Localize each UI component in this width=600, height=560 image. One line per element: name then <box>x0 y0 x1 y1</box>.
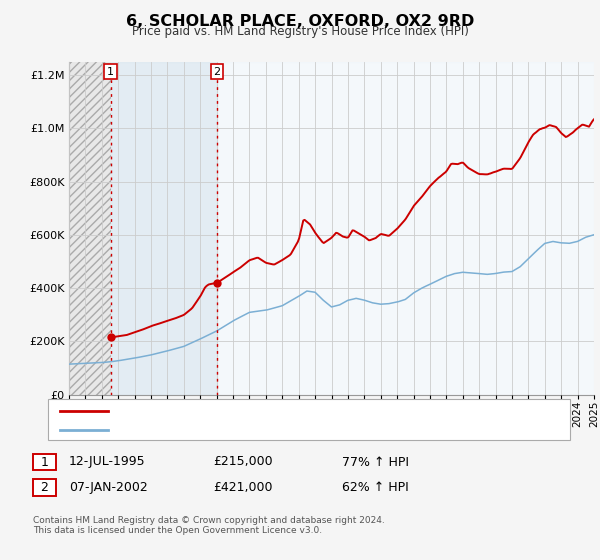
Bar <box>110 62 217 395</box>
Text: 1: 1 <box>107 67 114 77</box>
Text: HPI: Average price, detached house, Vale of White Horse: HPI: Average price, detached house, Vale… <box>117 424 433 435</box>
Text: 1: 1 <box>40 455 49 469</box>
Text: Price paid vs. HM Land Registry's House Price Index (HPI): Price paid vs. HM Land Registry's House … <box>131 25 469 38</box>
Text: This data is licensed under the Open Government Licence v3.0.: This data is licensed under the Open Gov… <box>33 526 322 535</box>
Text: 62% ↑ HPI: 62% ↑ HPI <box>342 480 409 494</box>
Text: Contains HM Land Registry data © Crown copyright and database right 2024.: Contains HM Land Registry data © Crown c… <box>33 516 385 525</box>
Text: 2: 2 <box>40 480 49 494</box>
Text: 6, SCHOLAR PLACE, OXFORD, OX2 9RD (detached house): 6, SCHOLAR PLACE, OXFORD, OX2 9RD (detac… <box>117 405 436 416</box>
Text: 6, SCHOLAR PLACE, OXFORD, OX2 9RD: 6, SCHOLAR PLACE, OXFORD, OX2 9RD <box>126 14 474 29</box>
Text: 77% ↑ HPI: 77% ↑ HPI <box>342 455 409 469</box>
Text: £215,000: £215,000 <box>213 455 272 469</box>
Text: 07-JAN-2002: 07-JAN-2002 <box>69 480 148 494</box>
Text: 12-JUL-1995: 12-JUL-1995 <box>69 455 146 469</box>
Text: 2: 2 <box>214 67 221 77</box>
Bar <box>69 62 110 395</box>
Bar <box>217 62 594 395</box>
Bar <box>69 62 110 395</box>
Text: £421,000: £421,000 <box>213 480 272 494</box>
